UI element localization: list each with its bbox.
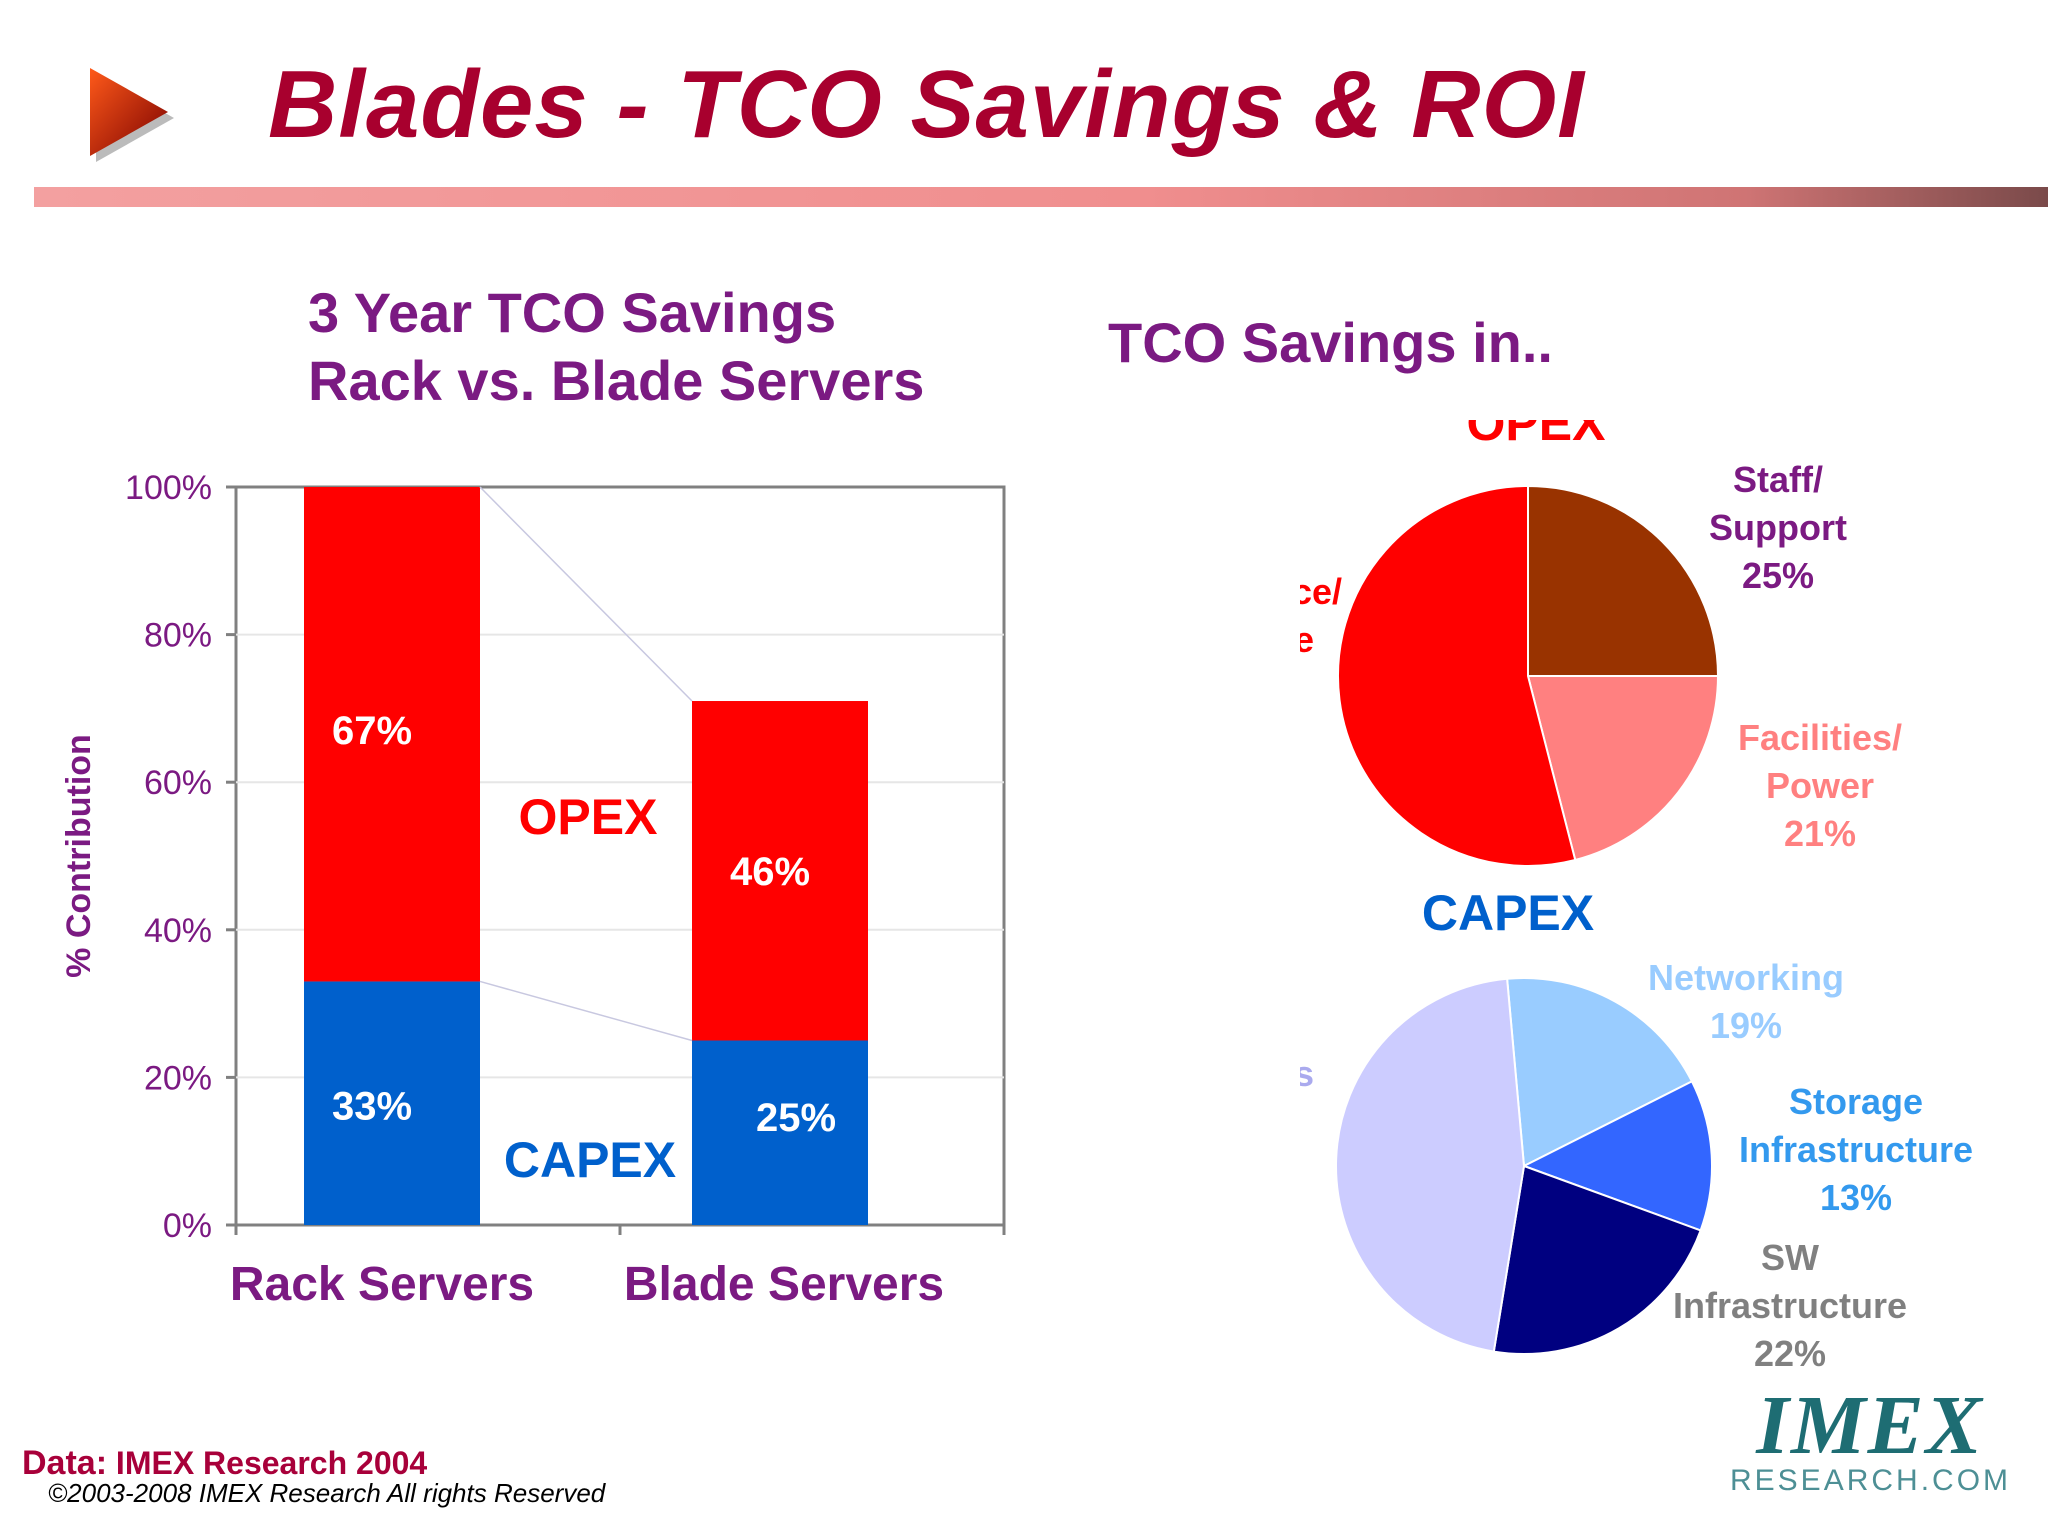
bar-opex bbox=[304, 487, 480, 982]
data-label-opex: 46% bbox=[730, 850, 810, 894]
pie-slice bbox=[1492, 1164, 1702, 1355]
annotation-opex: OPEX bbox=[519, 789, 658, 845]
bar-opex bbox=[692, 701, 868, 1041]
pie-slice-label: Networking 19% bbox=[1648, 957, 1844, 1046]
data-label-capex: 25% bbox=[756, 1096, 836, 1140]
pie-label-line: Infrastructure bbox=[1739, 1129, 1973, 1170]
pie-label-line: Facilities/ bbox=[1738, 717, 1902, 758]
pie-label-line: 21% bbox=[1784, 813, 1856, 854]
pie-slice bbox=[1335, 977, 1526, 1353]
y-tick-label: 60% bbox=[144, 764, 212, 802]
imex-logo: IMEX RESEARCH.COM bbox=[1730, 1384, 2010, 1500]
data-label-opex: 67% bbox=[332, 709, 412, 753]
footer-data-value: IMEX Research 2004 bbox=[115, 1445, 428, 1481]
pie-title-opex: OPEX bbox=[1467, 420, 1606, 451]
y-tick-label: 100% bbox=[125, 469, 212, 507]
pie-slice bbox=[1521, 1080, 1713, 1232]
pie-label-line: Support bbox=[1709, 507, 1847, 548]
pie-label-line: Infrastructure bbox=[1673, 1285, 1907, 1326]
pie-slice-label: Servers46% bbox=[1300, 1053, 1314, 1142]
pie-slice-label: Storage Infrastructure 13% bbox=[1739, 1081, 1973, 1218]
pie-label-line: 19% bbox=[1710, 1005, 1782, 1046]
pie-label-line: Servers bbox=[1300, 1053, 1314, 1094]
title-arrow-icon bbox=[90, 68, 174, 162]
bar-chart: 0% 20% 40% 60% 80% 100% % Contribution 33% 67% Ra… bbox=[60, 469, 1006, 1311]
pie-label-line: Downtime bbox=[1300, 619, 1314, 660]
annotation-capex: CAPEX bbox=[504, 1132, 676, 1188]
pie-label-line: 22% bbox=[1754, 1333, 1826, 1374]
pie-slice bbox=[1506, 977, 1694, 1168]
x-category-label: Rack Servers bbox=[230, 1258, 534, 1311]
pie-label-line: Maintenance/ bbox=[1300, 571, 1342, 612]
pie-label-line: 13% bbox=[1820, 1177, 1892, 1218]
y-tick-label: 0% bbox=[163, 1207, 212, 1245]
y-tick-label: 40% bbox=[144, 912, 212, 950]
footer-data-source: Data: IMEX Research 2004 bbox=[22, 1444, 427, 1483]
pie-charts: OPEX Staff/Support 25% Facilities/Power 21% M… bbox=[1300, 420, 1973, 1374]
pie-label-line: Staff/ bbox=[1733, 459, 1823, 500]
pie-slice bbox=[1526, 675, 1720, 862]
footer-data-label: Data: bbox=[22, 1444, 108, 1482]
pie-label-line: Storage bbox=[1789, 1081, 1923, 1122]
pie-label-line: 25% bbox=[1742, 555, 1814, 596]
bar-chart-subtitle: Rack vs. Blade Servers bbox=[308, 349, 925, 412]
connector-line bbox=[479, 980, 693, 1042]
bar-capex bbox=[304, 981, 480, 1225]
x-category-label: Blade Servers bbox=[624, 1258, 944, 1311]
pie-slice-label: Staff/Support 25% bbox=[1709, 459, 1847, 596]
pie-label-line: Networking bbox=[1648, 957, 1844, 998]
pie-slice-label: SW Infrastructure 22% bbox=[1673, 1237, 1907, 1374]
slide-title: Blades - TCO Savings & ROI bbox=[268, 51, 1585, 158]
footer-copyright: ©2003-2008 IMEX Research All rights Rese… bbox=[48, 1478, 606, 1508]
y-axis-label: % Contribution bbox=[60, 734, 98, 978]
bar-chart-title: 3 Year TCO Savings bbox=[308, 281, 837, 344]
pie-slice bbox=[1527, 484, 1720, 677]
pie-title-capex: CAPEX bbox=[1422, 885, 1594, 941]
logo-main-text: IMEX bbox=[1756, 1379, 1984, 1472]
connector-line bbox=[479, 486, 693, 702]
pie-label-line: SW bbox=[1761, 1237, 1819, 1278]
data-label-capex: 33% bbox=[332, 1084, 412, 1128]
logo-sub-text: RESEARCH.COM bbox=[1730, 1464, 2012, 1497]
pie-section-title: TCO Savings in.. bbox=[1108, 311, 1553, 374]
pie-slice-label: Maintenance/Downtime54% bbox=[1300, 571, 1342, 708]
y-tick-label: 80% bbox=[144, 617, 212, 655]
pie-slice bbox=[1337, 484, 1577, 867]
y-tick-label: 20% bbox=[144, 1059, 212, 1097]
pie-slice-label: Facilities/Power 21% bbox=[1738, 717, 1902, 854]
title-rule bbox=[34, 187, 2048, 207]
pie-label-line: Power bbox=[1766, 765, 1874, 806]
bar-capex bbox=[692, 1040, 868, 1225]
